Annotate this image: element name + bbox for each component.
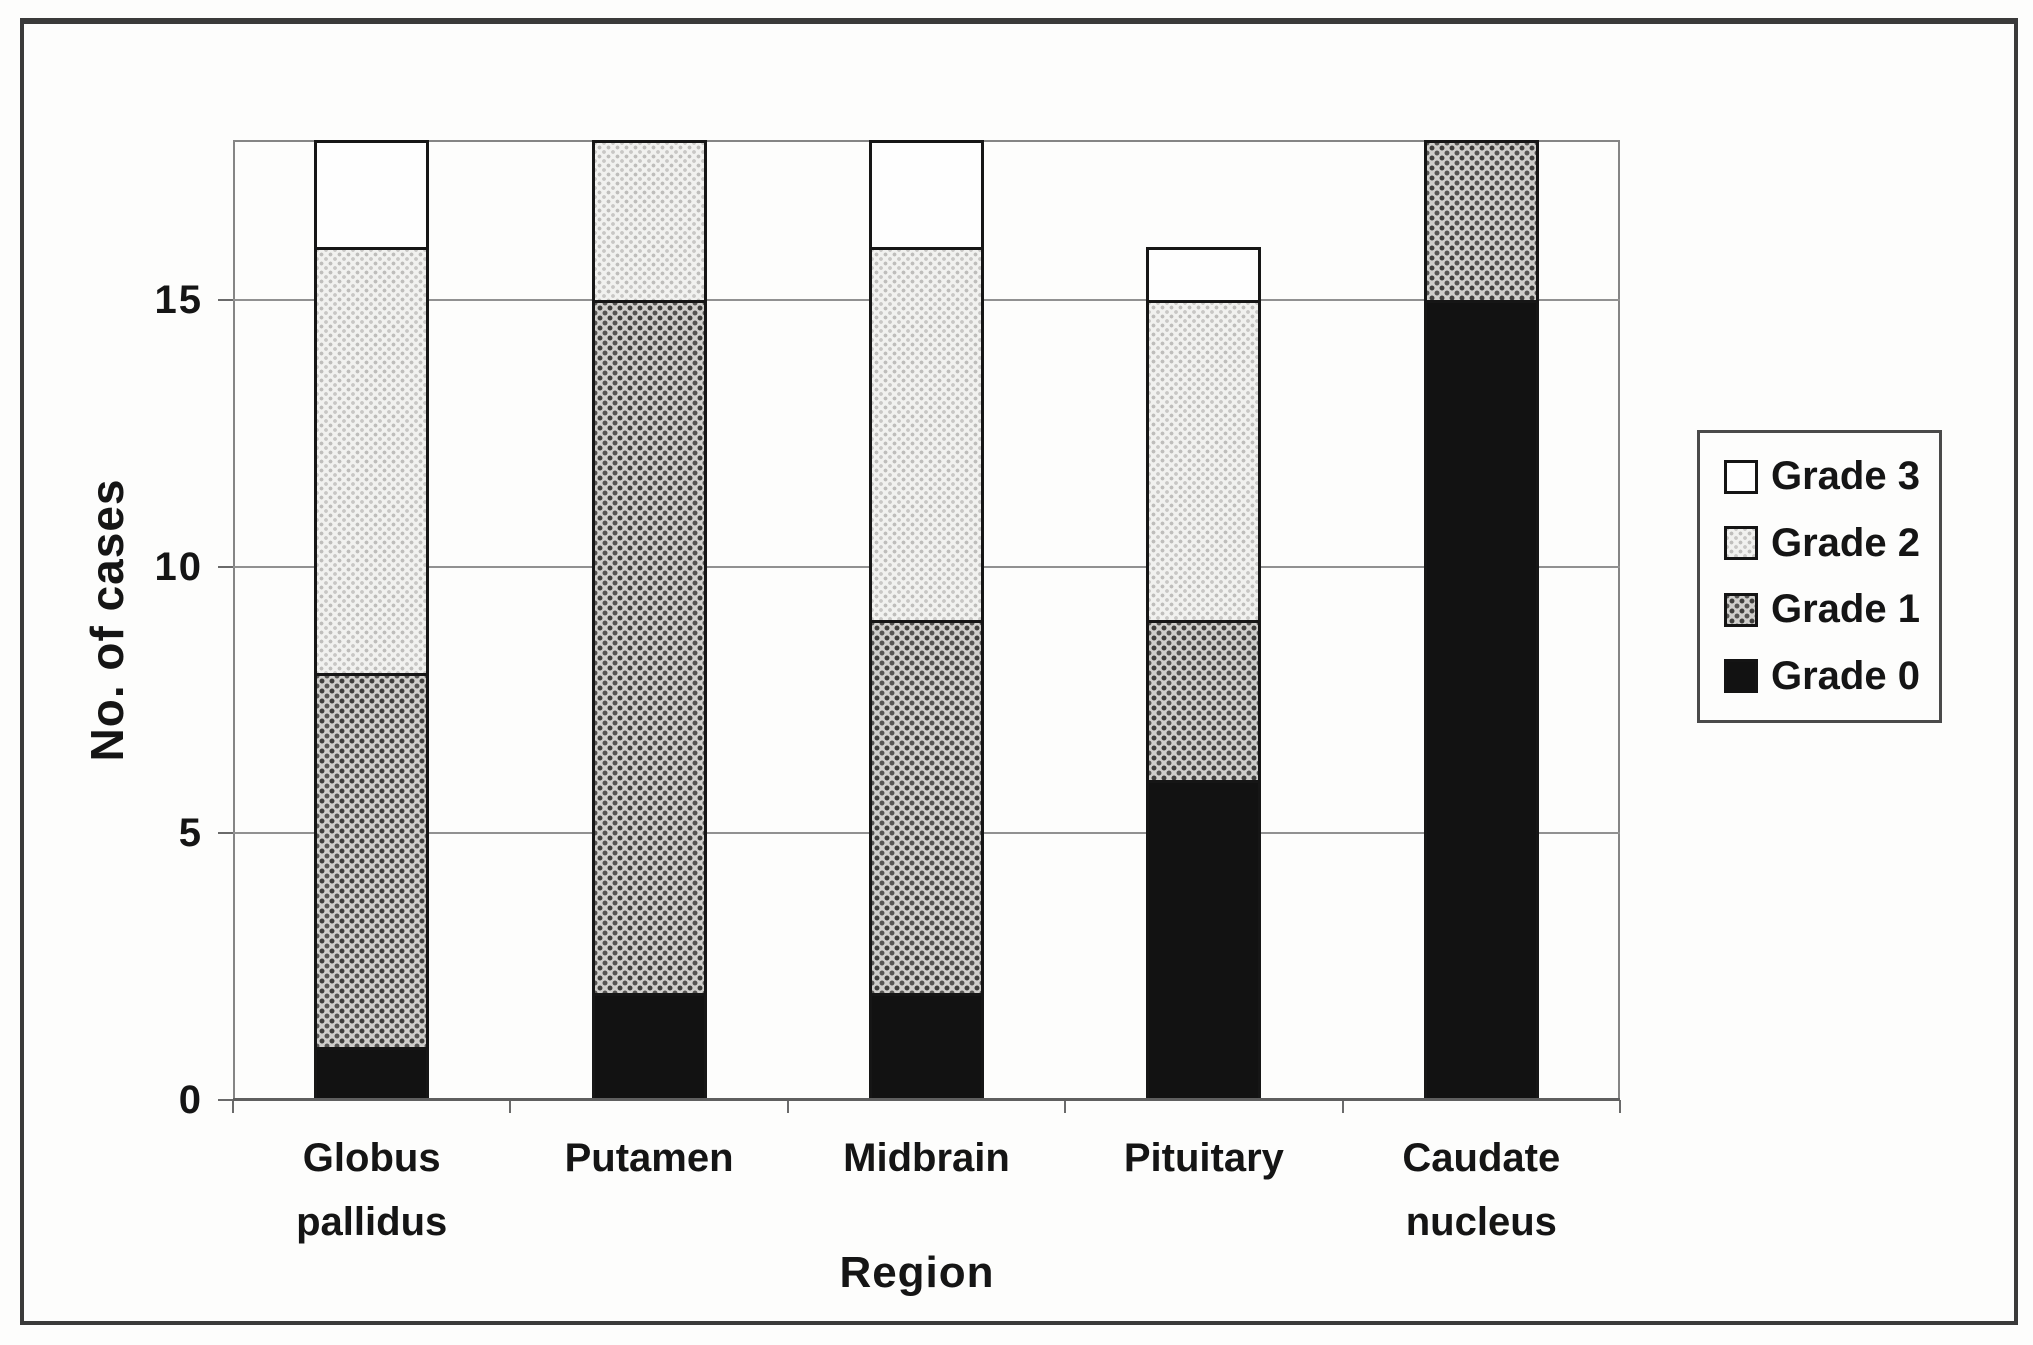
- bar-segment-grade-3: [1146, 246, 1262, 300]
- y-tick-label-0: 0: [178, 1078, 203, 1122]
- x-category-label: Putamen: [564, 1136, 734, 1180]
- legend-entry-grade-2: Grade 2: [1724, 521, 1939, 566]
- legend-entry-grade-0: Grade 0: [1724, 654, 1939, 699]
- bar-segment-grade-2: [1146, 300, 1262, 620]
- legend-swatch-icon: [1724, 592, 1758, 627]
- bar-segment-grade-1: [314, 673, 430, 1047]
- x-axis-line: [233, 1098, 1620, 1101]
- bar-segment-grade-0: [591, 993, 707, 1100]
- x-tick-3: [1064, 1100, 1067, 1113]
- x-tick-1: [509, 1100, 512, 1113]
- legend-swatch-icon: [1724, 659, 1758, 694]
- x-tick-2: [786, 1100, 789, 1113]
- x-category-label: Globus pallidus: [296, 1136, 448, 1244]
- legend-label: Grade 3: [1771, 454, 1920, 499]
- bar-segment-grade-2: [869, 246, 984, 620]
- legend-entry-grade-3: Grade 3: [1724, 454, 1939, 499]
- bar-segment-grade-2: [314, 246, 430, 674]
- bar-segment-grade-1: [869, 620, 984, 994]
- bar-segment-grade-1: [591, 300, 707, 994]
- y-tick-label-15: 15: [154, 278, 203, 322]
- legend-label: Grade 1: [1771, 587, 1920, 632]
- x-tick-5: [1619, 1100, 1621, 1113]
- legend: Grade 3 Grade 2 Grade 1 Grade 0: [1697, 430, 1942, 723]
- bar-segment-grade-0: [869, 993, 984, 1100]
- bar-segment-grade-1: [1423, 140, 1539, 300]
- bar-segment-grade-3: [314, 140, 430, 247]
- y-tick-15: [218, 299, 233, 301]
- x-category-label: Midbrain: [843, 1136, 1010, 1180]
- legend-swatch-icon: [1724, 459, 1758, 494]
- x-tick-0: [232, 1100, 234, 1113]
- x-axis-title: Region: [839, 1248, 995, 1297]
- y-tick-label-5: 5: [178, 811, 203, 856]
- x-tick-4: [1341, 1100, 1344, 1113]
- y-axis-title: No. of cases: [81, 478, 133, 762]
- y-tick-label-10: 10: [154, 544, 203, 589]
- legend-swatch-icon: [1724, 526, 1758, 561]
- bar-segment-grade-3: [869, 140, 984, 247]
- y-tick-10: [218, 565, 233, 568]
- y-tick-5: [218, 832, 233, 835]
- bar-segment-grade-0: [314, 1046, 430, 1100]
- bar-segment-grade-2: [591, 140, 707, 300]
- x-category-label: Caudate nucleus: [1402, 1136, 1561, 1244]
- legend-entry-grade-1: Grade 1: [1724, 587, 1939, 632]
- bar-segment-grade-0: [1146, 780, 1262, 1100]
- x-category-label: Pituitary: [1123, 1136, 1284, 1180]
- bar-segment-grade-1: [1146, 620, 1262, 780]
- bar-segment-grade-0: [1423, 300, 1539, 1100]
- legend-label: Grade 2: [1771, 520, 1920, 565]
- y-tick-0: [218, 1099, 233, 1101]
- legend-label: Grade 0: [1771, 653, 1920, 698]
